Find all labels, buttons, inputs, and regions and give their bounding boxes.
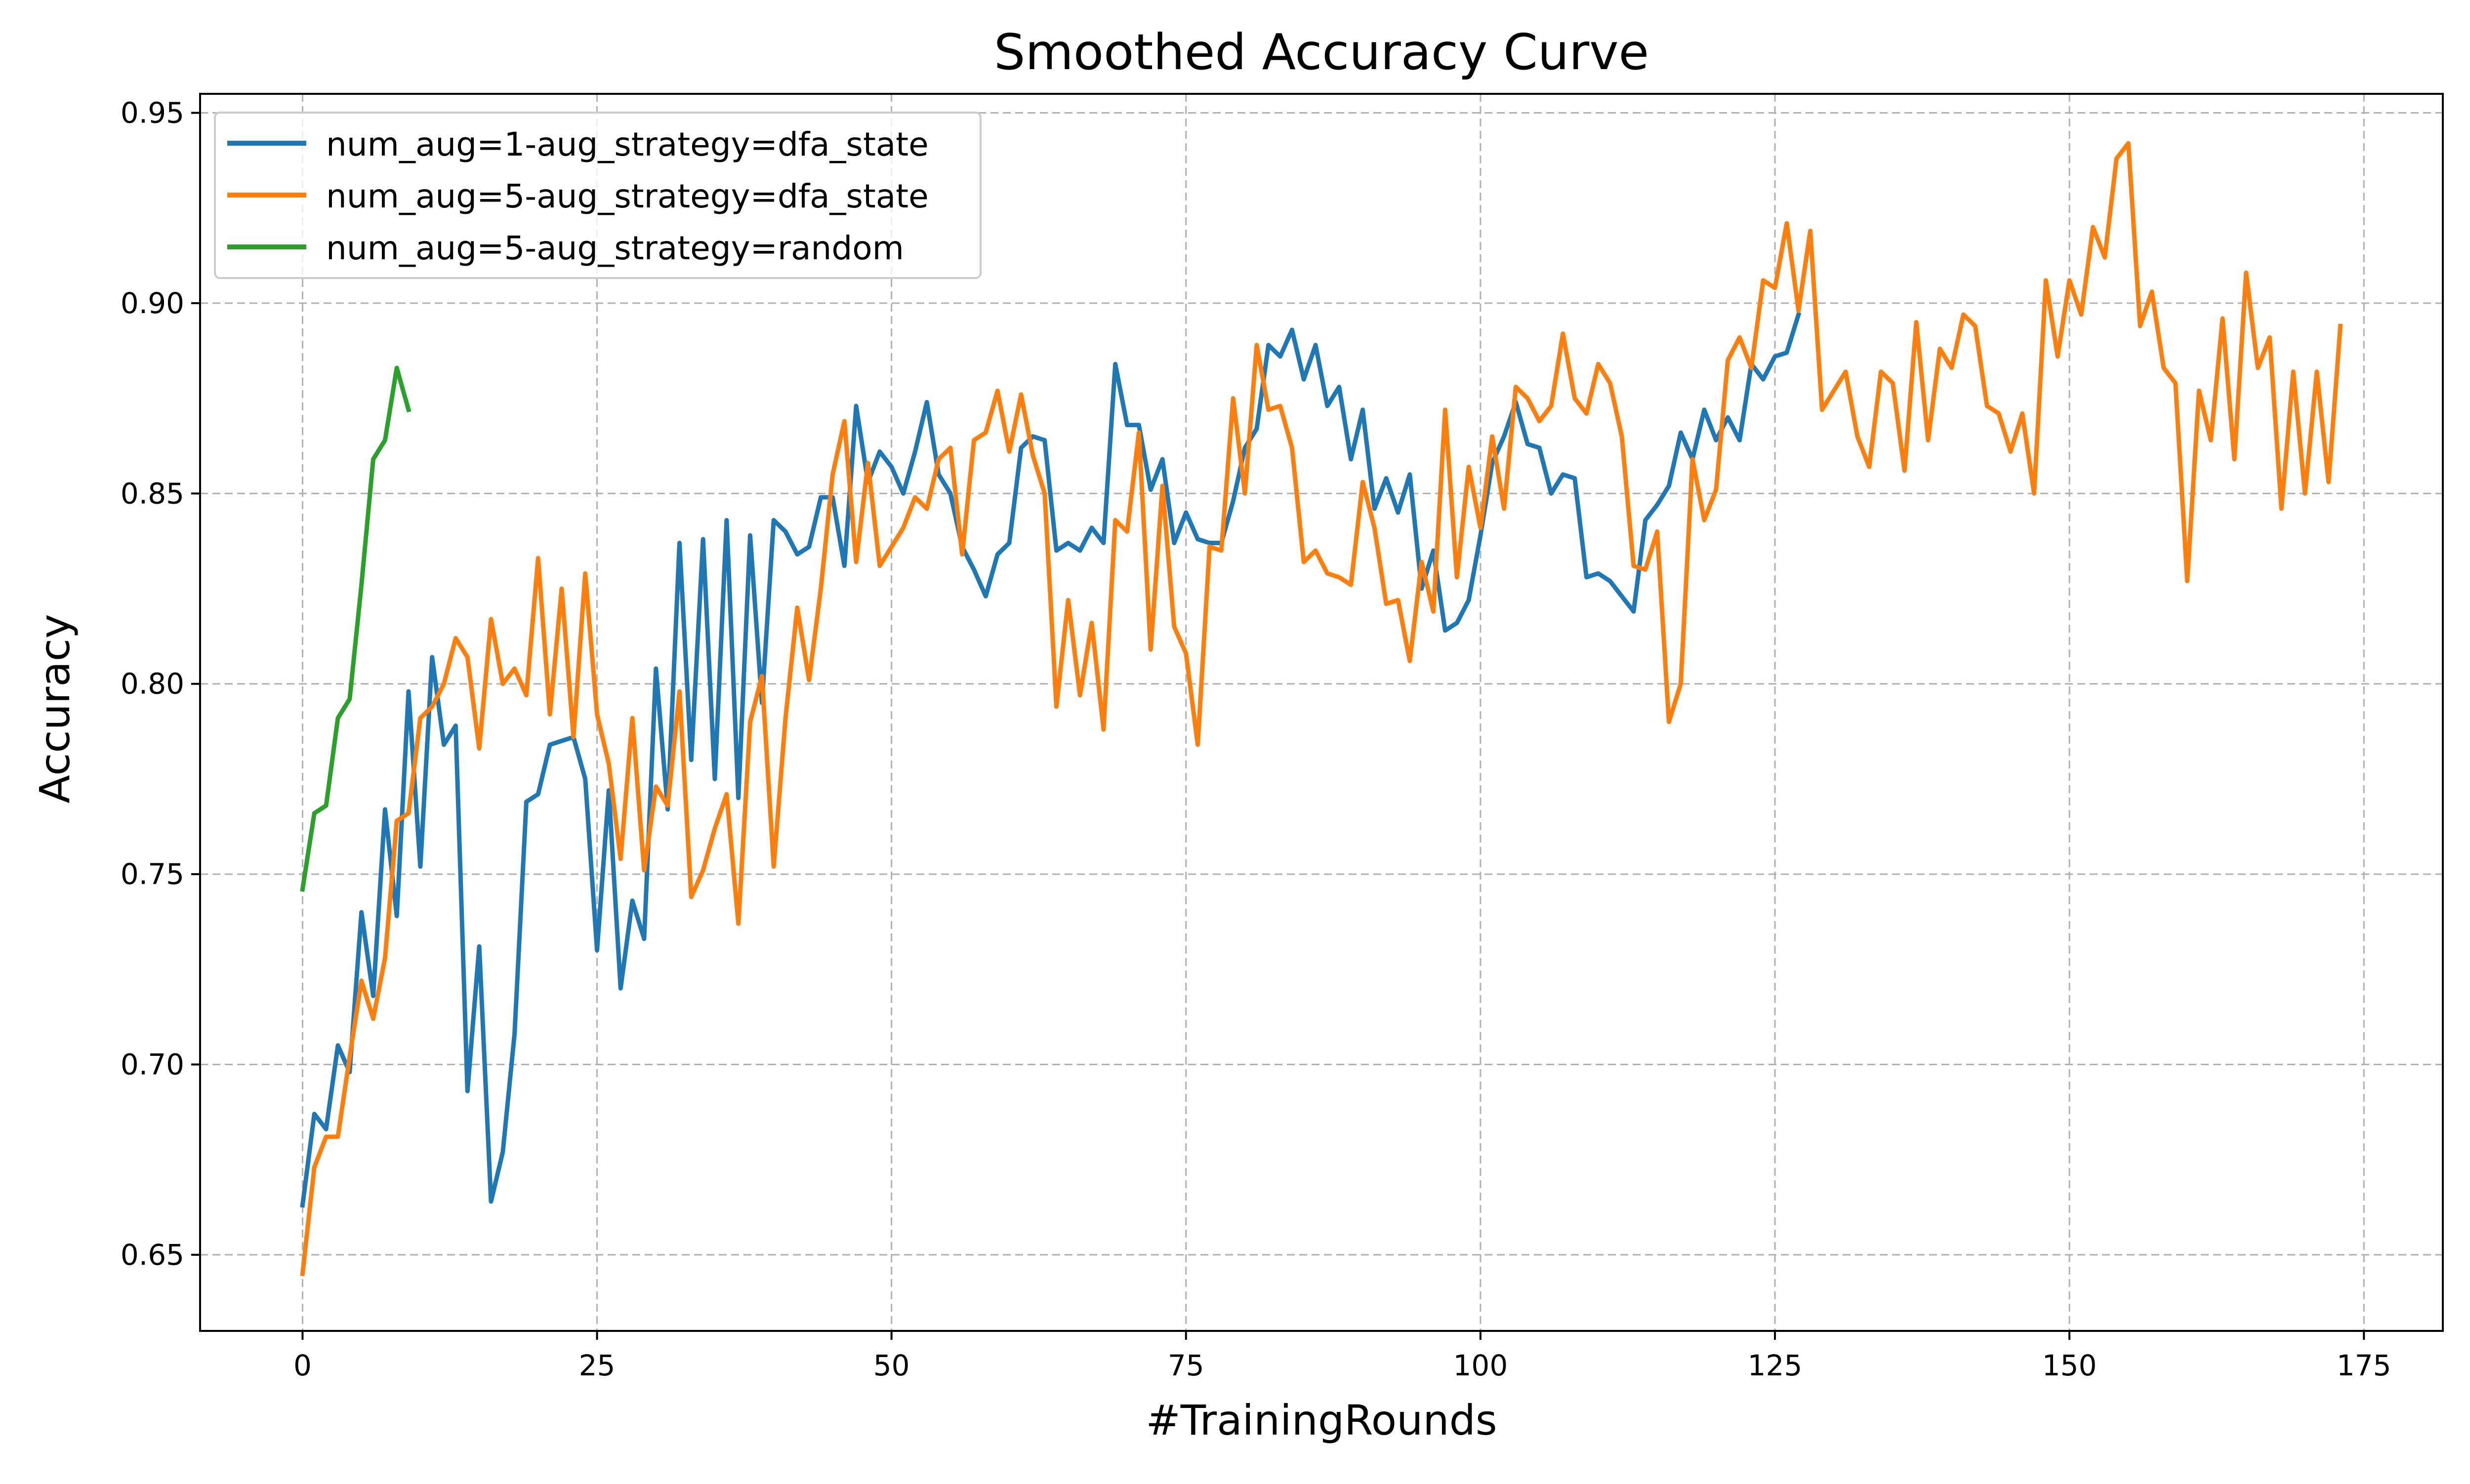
legend-entry: num_aug=5-aug_strategy=random	[227, 229, 904, 267]
y-tick-label: 0.65	[121, 1238, 184, 1272]
x-tick-label: 75	[1168, 1349, 1204, 1382]
x-tick-label: 125	[1748, 1349, 1803, 1382]
legend: num_aug=1-aug_strategy=dfa_state num_aug…	[214, 112, 982, 279]
series-line-2	[300, 141, 2343, 1277]
series-layer	[300, 141, 2343, 1277]
series-line-1	[300, 312, 1802, 1208]
legend-box	[214, 112, 982, 279]
axes-frame	[199, 93, 2444, 1332]
legend-label: num_aug=1-aug_strategy=dfa_state	[326, 125, 929, 163]
x-tick-label: 150	[2042, 1349, 2097, 1382]
y-tick-label: 0.95	[121, 96, 184, 130]
y-tick-label: 0.80	[121, 667, 184, 701]
x-tick-label: 25	[579, 1349, 616, 1382]
x-tick-label: 50	[873, 1349, 910, 1382]
y-tick-label: 0.70	[121, 1047, 184, 1081]
y-tick-label: 0.90	[121, 286, 184, 320]
ticks: 0 25 50 75 100 125 150 175 0.65 0.70 0.75 0.80 0.85 0…	[121, 96, 2391, 1382]
y-tick-label: 0.85	[121, 477, 184, 510]
legend-label: num_aug=5-aug_strategy=random	[326, 229, 904, 267]
legend-entry: num_aug=5-aug_strategy=dfa_state	[227, 177, 929, 215]
series-line-3	[300, 365, 412, 892]
x-tick-label: 175	[2337, 1349, 2391, 1382]
x-tick-label: 100	[1453, 1349, 1508, 1382]
legend-entry: num_aug=1-aug_strategy=dfa_state	[227, 125, 929, 163]
x-axis-label: #TrainingRounds	[1146, 1396, 1497, 1444]
legend-label: num_aug=5-aug_strategy=dfa_state	[326, 177, 929, 215]
chart-title: Smoothed Accuracy Curve	[994, 23, 1649, 81]
y-tick-label: 0.75	[121, 857, 184, 891]
y-axis-label: Accuracy	[31, 614, 79, 803]
x-tick-label: 0	[293, 1349, 312, 1382]
